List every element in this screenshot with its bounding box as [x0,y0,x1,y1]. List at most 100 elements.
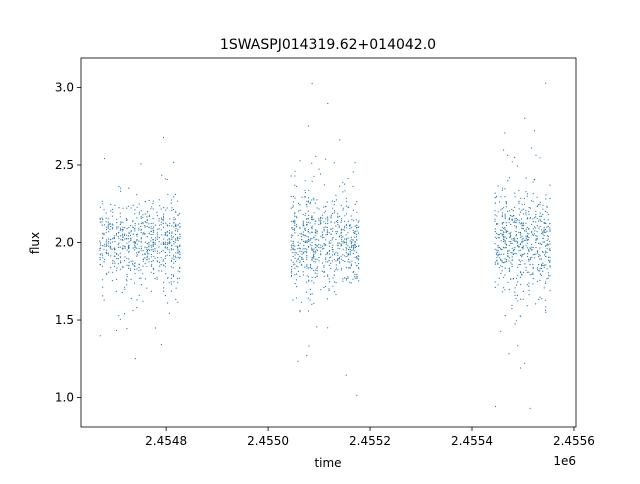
data-point [344,220,346,223]
data-point [153,255,155,257]
data-point [494,197,496,199]
data-point [532,228,534,230]
data-point [310,238,312,240]
data-point [177,239,179,242]
data-point [507,154,509,156]
data-point [292,247,294,249]
data-point [134,358,136,360]
data-point [504,218,506,220]
data-point [514,196,516,198]
data-point [510,231,512,233]
data-point [124,288,126,290]
data-point [140,247,142,249]
data-point [127,251,130,253]
data-point [354,230,356,232]
data-point [497,262,499,264]
data-point [354,225,356,227]
data-point [526,226,528,228]
data-point [177,224,179,226]
data-point [316,326,318,328]
data-point [514,220,516,222]
data-point [304,241,306,243]
data-point [549,184,551,186]
data-point [166,234,168,236]
data-point [111,215,114,217]
data-point [124,256,126,258]
data-point [514,156,516,158]
x-tick-label: 2.4548 [145,434,187,448]
data-point [306,204,308,206]
data-point [353,220,355,222]
data-point [543,227,545,229]
data-point [292,261,294,263]
data-point [342,242,344,244]
data-point [118,231,120,233]
data-point [105,239,108,241]
data-point [125,218,127,220]
data-point [321,262,324,264]
data-point [306,250,308,252]
data-point [301,234,303,236]
data-point [539,268,541,270]
data-point [517,274,519,276]
data-point [515,230,517,233]
data-point [311,225,313,227]
data-point [354,232,356,234]
data-point [355,219,357,221]
data-point [299,242,301,244]
data-point [521,227,523,229]
data-point [299,160,301,162]
data-point [546,244,548,246]
data-point [160,217,163,219]
data-point [160,243,162,245]
data-point [107,252,109,254]
data-point [526,271,529,273]
data-point [340,255,342,257]
data-point [163,215,165,217]
data-point [342,181,344,183]
data-point [549,249,551,251]
data-point [516,241,519,243]
data-point [514,291,516,293]
data-point [138,213,140,215]
data-point [351,239,353,241]
data-point [526,236,529,238]
data-point [327,327,329,329]
data-point [351,260,353,262]
data-point [156,211,158,213]
data-point [119,212,121,214]
data-point [316,232,318,234]
data-point [152,228,154,230]
data-point [510,241,512,243]
data-point [549,250,551,252]
data-point [544,210,547,213]
data-point [144,252,146,255]
data-point [306,224,308,226]
data-point [529,407,531,409]
data-point [495,232,497,234]
data-point [357,226,359,228]
data-point [315,155,317,157]
data-point [327,274,329,276]
data-point [304,191,306,194]
data-point [323,212,325,214]
data-point [309,265,311,267]
data-point [339,248,341,250]
data-point [351,249,353,251]
data-point [150,226,152,228]
data-point [524,263,526,265]
data-point [515,217,518,220]
data-point [545,82,547,84]
data-point [129,269,132,271]
data-point [136,194,138,196]
data-point [508,353,510,355]
data-point [124,247,126,249]
data-point [350,282,352,284]
data-point [179,226,181,228]
data-point [146,219,148,221]
data-point [528,271,530,273]
data-point [331,230,334,232]
data-point [166,207,168,209]
data-point [528,210,530,213]
data-point [173,262,175,264]
